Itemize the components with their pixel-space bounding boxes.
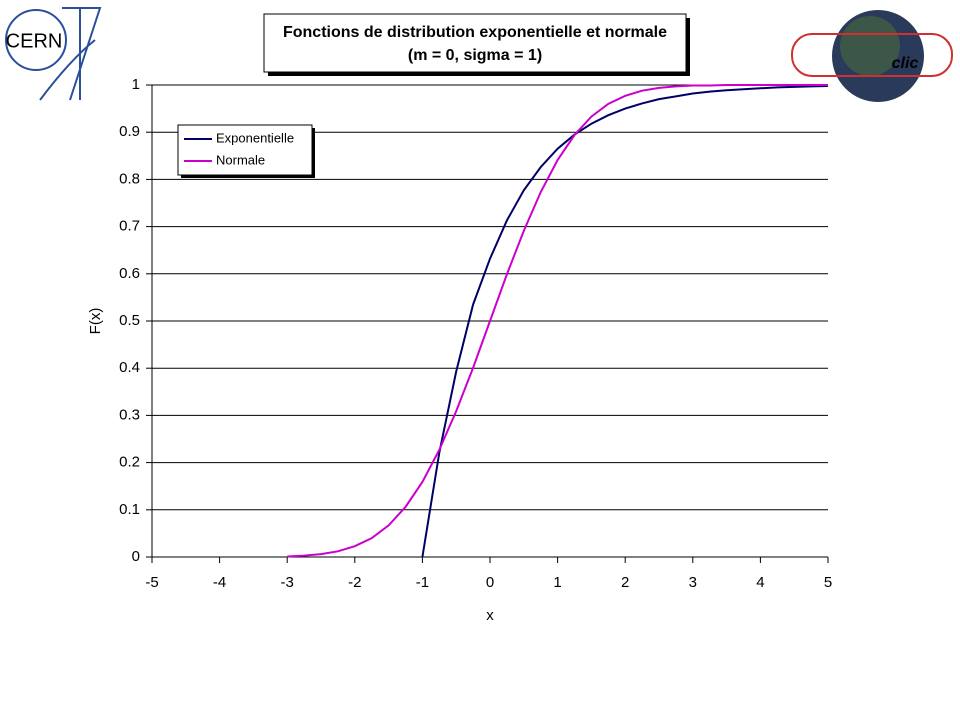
x-tick-label: 4	[756, 574, 764, 591]
x-tick-label: -2	[348, 574, 361, 591]
x-tick-label: -3	[281, 574, 294, 591]
y-tick-label: 0.4	[119, 359, 140, 376]
y-tick-label: 0.5	[119, 312, 140, 329]
y-tick-label: 1	[132, 76, 140, 93]
cern-logo-text: CERN	[6, 30, 63, 52]
series-line	[287, 84, 828, 558]
y-axis-label: F(x)	[87, 308, 104, 335]
y-tick-label: 0.2	[119, 454, 140, 471]
series-line	[421, 84, 829, 558]
x-tick-label: 2	[621, 574, 629, 591]
x-tick-label: -1	[416, 574, 429, 591]
legend-label: Exponentielle	[216, 130, 294, 145]
clic-logo-text: clic	[892, 55, 919, 72]
x-tick-label: -5	[145, 574, 158, 591]
y-tick-label: 0	[132, 548, 140, 565]
y-tick-label: 0.7	[119, 218, 140, 235]
title-box	[263, 13, 687, 73]
x-axis-label: x	[486, 607, 494, 624]
legend-label: Normale	[216, 152, 265, 167]
x-tick-label: -4	[213, 574, 226, 591]
x-tick-label: 0	[486, 574, 494, 591]
y-tick-label: 0.3	[119, 406, 140, 423]
legend-box	[177, 124, 313, 176]
x-tick-label: 1	[553, 574, 561, 591]
y-tick-label: 0.1	[119, 501, 140, 518]
chart-subtitle: (m = 0, sigma = 1)	[408, 47, 542, 64]
chart-title: Fonctions de distribution exponentielle …	[283, 24, 667, 41]
clic-logo: clic	[791, 10, 953, 102]
y-tick-label: 0.9	[119, 123, 140, 140]
y-tick-label: 0.6	[119, 265, 140, 282]
cern-logo: CERN	[5, 7, 102, 101]
y-tick-label: 0.8	[119, 170, 140, 187]
x-tick-label: 3	[689, 574, 697, 591]
x-tick-label: 5	[824, 574, 832, 591]
